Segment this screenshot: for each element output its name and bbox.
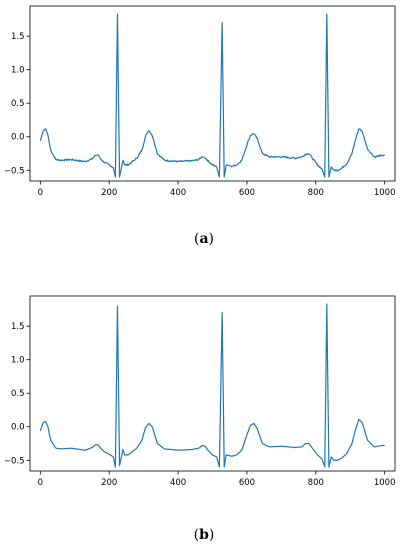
y-tick-label: 0.5 <box>11 99 25 109</box>
x-tick-label: 1000 <box>374 478 396 488</box>
axes-frame <box>29 295 396 472</box>
x-tick-label: 800 <box>308 478 324 488</box>
y-tick-label: 1.0 <box>11 66 25 76</box>
y-tick-label: 1.5 <box>11 32 25 42</box>
axes-frame <box>29 5 396 182</box>
x-tick-label: 0 <box>38 188 43 198</box>
chart-a: 0 200 400 600 800 1000 −0.5 0.0 0.5 1.0 1.5 <box>4 5 396 198</box>
caption-a: (a) <box>193 231 214 247</box>
x-tick-label: 600 <box>239 478 255 488</box>
chart-b: 0 200 400 600 800 1000 −0.5 0.0 0.5 1.0 1.5 <box>4 295 396 488</box>
x-tick-label: 400 <box>170 188 186 198</box>
x-tick-label: 200 <box>101 478 117 488</box>
y-tick-label: 1.0 <box>11 356 25 366</box>
y-tick-label: 0.5 <box>11 389 25 399</box>
x-tick-label: 400 <box>170 478 186 488</box>
y-tick-label: 0.0 <box>11 423 25 433</box>
ecg-series-line <box>39 13 386 178</box>
caption-b: (b) <box>193 527 215 543</box>
x-tick-label: 1000 <box>374 188 396 198</box>
x-tick-label: 800 <box>308 188 324 198</box>
x-tick-label: 200 <box>101 188 117 198</box>
x-tick-label: 600 <box>239 188 255 198</box>
y-tick-label: −0.5 <box>4 166 25 176</box>
x-tick-label: 0 <box>38 478 43 488</box>
ecg-series-line <box>39 303 385 468</box>
y-tick-label: 0.0 <box>11 133 25 143</box>
y-tick-label: −0.5 <box>4 456 25 466</box>
y-tick-label: 1.5 <box>11 322 25 332</box>
